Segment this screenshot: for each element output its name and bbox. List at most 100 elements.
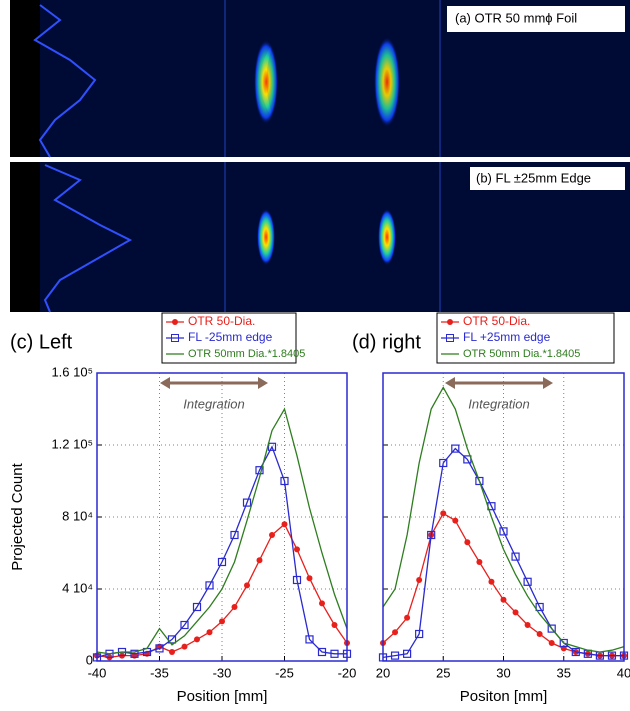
x-tick-label: 35: [557, 665, 571, 680]
x-tick-label: 30: [496, 665, 510, 680]
annotation: Integration: [183, 396, 244, 411]
legend-label: OTR 50-Dia.: [463, 314, 530, 328]
point: [548, 640, 555, 646]
point: [280, 476, 289, 486]
x-axis-label: Position [mm]: [177, 688, 268, 705]
legend-marker: [446, 334, 454, 342]
point: [294, 546, 300, 553]
y-tick-label: 1.6 10⁵: [51, 364, 93, 379]
y-axis-label: Projected Count: [9, 462, 26, 570]
legend-marker: [447, 319, 453, 325]
point: [523, 577, 532, 586]
legend-box: [436, 312, 615, 364]
point: [559, 638, 568, 648]
series-line: [96, 445, 347, 659]
point: [231, 604, 238, 610]
point: [269, 532, 275, 538]
point: [330, 649, 339, 658]
chart-title: (d) right: [352, 331, 421, 353]
chart: -40 -35 -30 -25 -20 0 4 10⁴ 8 10⁴ 1.2 10⁵ 1.6 10⁵…: [9, 312, 357, 705]
annotation: Integration: [468, 396, 529, 411]
chart: 20 25 30 35 40 Integration OTR 50-Dia. FL +25mm…: [352, 312, 630, 705]
legend-label: OTR 50mm Dia.*1.8405: [463, 348, 580, 360]
point: [255, 466, 264, 475]
legend-label: OTR 50-Dia.: [188, 314, 255, 328]
x-tick-label: 25: [436, 665, 450, 680]
point: [155, 644, 164, 653]
point: [205, 581, 214, 590]
point: [547, 624, 556, 633]
point: [392, 629, 399, 636]
legend-label: OTR 50mm Dia.*1.8405: [188, 348, 305, 360]
series-line: [382, 386, 625, 653]
legend-marker: [171, 334, 179, 342]
point: [403, 649, 412, 658]
point: [267, 442, 277, 451]
point: [511, 552, 520, 561]
point: [535, 602, 544, 612]
point: [390, 651, 400, 660]
point: [571, 647, 580, 657]
image-b: (b) FL ±25mm Edge: [10, 162, 630, 313]
point: [536, 631, 543, 637]
x-tick-label: -40: [88, 665, 107, 680]
point: [452, 517, 459, 524]
point: [219, 618, 225, 625]
point: [331, 622, 338, 628]
point: [242, 498, 252, 507]
image-label: (b) FL ±25mm Edge: [476, 170, 591, 185]
x-tick-label: -30: [213, 665, 232, 680]
point: [217, 557, 227, 567]
point: [440, 510, 447, 517]
point: [256, 557, 263, 564]
point: [512, 609, 519, 616]
point: [305, 635, 314, 644]
chart-title: (c) Left: [10, 331, 73, 353]
point: [292, 575, 302, 585]
point: [427, 530, 436, 540]
y-tick-label: 0: [86, 652, 93, 667]
x-tick-label: -20: [338, 665, 357, 680]
point: [607, 651, 617, 660]
point: [524, 622, 531, 628]
point: [451, 444, 460, 453]
point: [230, 530, 239, 540]
plot-frame: [96, 372, 348, 662]
legend-label: FL -25mm edge: [188, 330, 273, 344]
y-tick-label: 4 10⁴: [62, 580, 93, 595]
x-tick-label: -25: [275, 665, 294, 680]
x-tick-label: 40: [617, 665, 630, 680]
point: [415, 629, 424, 639]
point: [281, 521, 288, 528]
image-a: (a) OTR 50 mmϕ Foil: [10, 0, 630, 158]
point: [192, 602, 202, 612]
point: [206, 629, 213, 636]
x-axis-label: Positon [mm]: [460, 688, 548, 705]
point: [180, 620, 189, 630]
point: [319, 600, 325, 607]
point: [499, 527, 508, 536]
point: [130, 649, 139, 658]
y-tick-label: 8 10⁴: [62, 508, 93, 523]
point: [306, 575, 313, 582]
point: [169, 649, 175, 655]
plot-frame: [382, 372, 625, 662]
point: [416, 577, 423, 583]
image-label: (a) OTR 50 mmϕ Foil: [455, 10, 577, 25]
point: [244, 582, 250, 589]
point: [181, 643, 188, 650]
x-tick-label: -35: [150, 665, 169, 680]
y-tick-label: 1.2 10⁵: [51, 436, 93, 451]
point: [475, 476, 484, 486]
x-tick-label: 20: [376, 665, 390, 680]
point: [464, 539, 471, 546]
legend-marker: [172, 319, 178, 325]
point: [476, 559, 483, 565]
point: [404, 614, 411, 621]
point: [317, 647, 327, 657]
legend-label: FL +25mm edge: [463, 330, 551, 344]
legend-box: [161, 312, 297, 364]
point: [488, 578, 495, 585]
point: [439, 458, 448, 468]
